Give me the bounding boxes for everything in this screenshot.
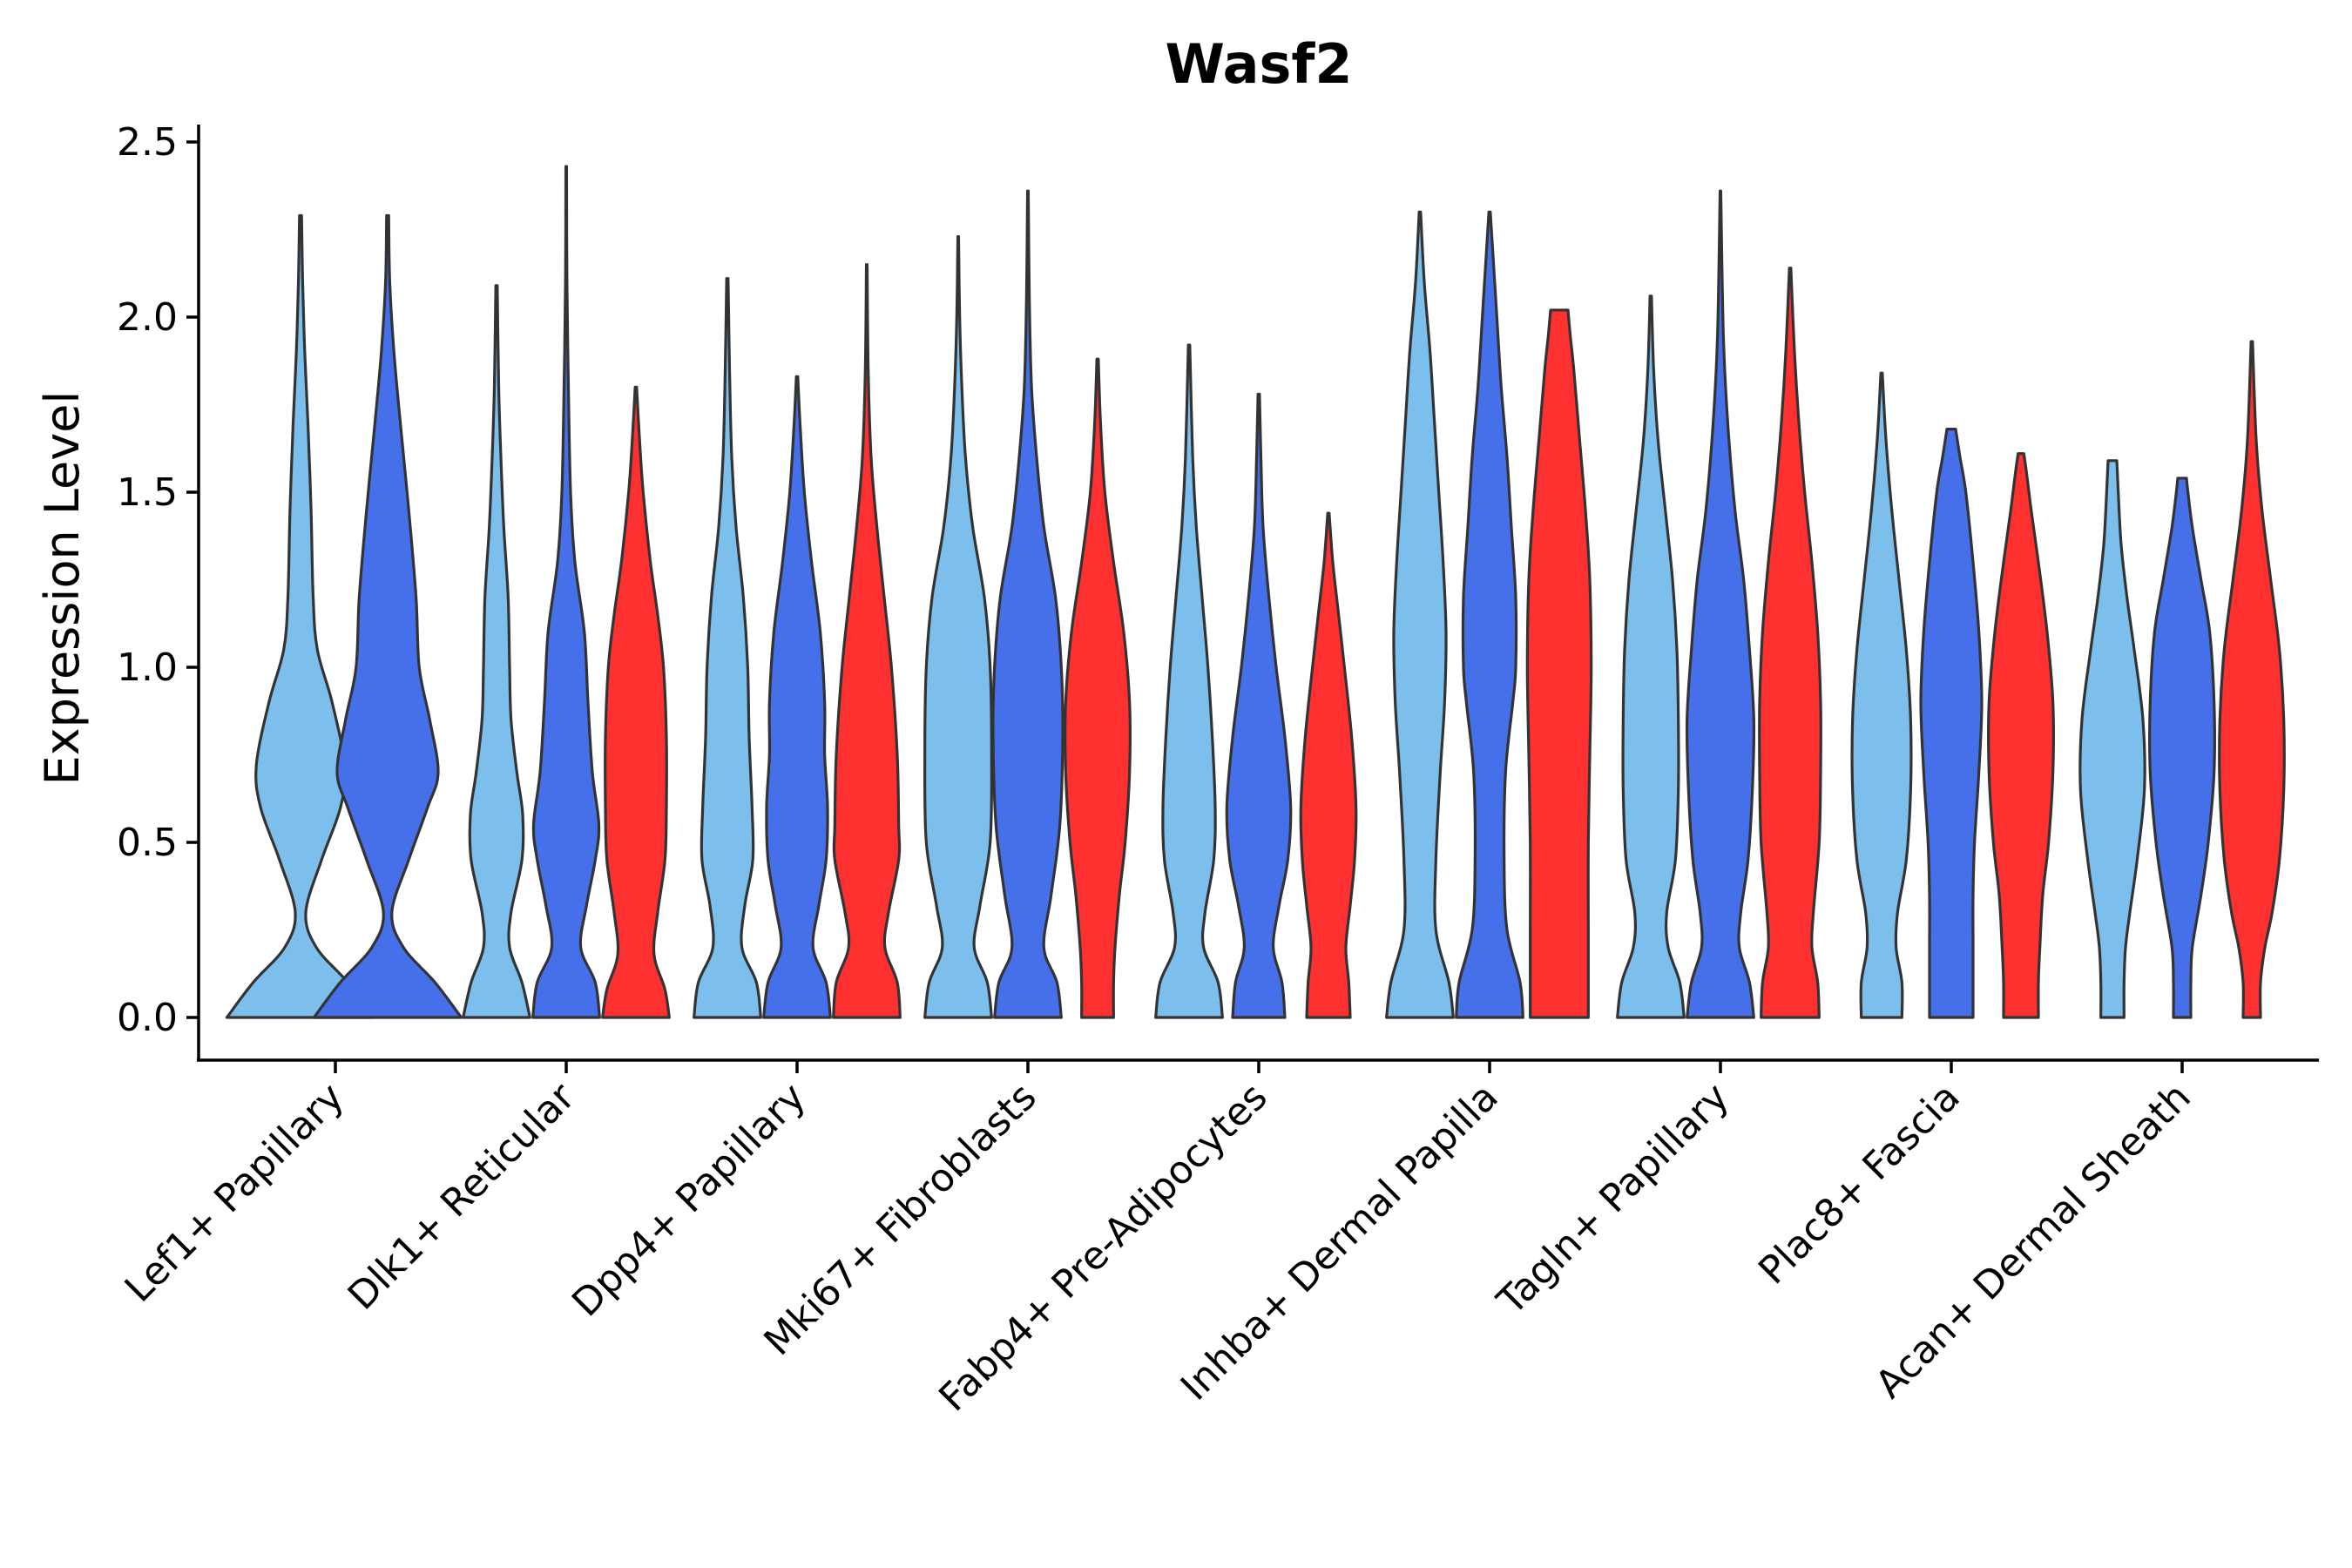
violin-group_b: [1225, 392, 1293, 1019]
violin-group_b: [312, 213, 463, 1019]
violin-group_a: [225, 213, 376, 1019]
violin-group_c: [832, 263, 902, 1019]
x-tick-label: Lef1+ Papillary: [117, 1075, 353, 1311]
violin-group_a: [923, 234, 993, 1019]
violin-group_c: [1525, 308, 1593, 1019]
violin-group_b: [2147, 476, 2217, 1019]
violin-group_c: [1758, 267, 1822, 1019]
chart-title: Wasf2: [1165, 32, 1352, 96]
violin-group_c: [601, 385, 671, 1019]
y-tick-label: 1.0: [117, 645, 178, 690]
violin-group_b: [1919, 428, 1984, 1019]
y-tick-label: 0.5: [117, 821, 178, 865]
violin-group_a: [2078, 459, 2146, 1019]
violin-group_b: [1455, 210, 1524, 1019]
violin-group_c: [1063, 357, 1132, 1019]
y-tick-label: 0.0: [117, 996, 178, 1040]
x-tick-label: Plac8+ Fascia: [1750, 1075, 1969, 1294]
y-tick-label: 2.5: [117, 120, 178, 165]
violin-group_c: [1986, 452, 2056, 1019]
violin-group_a: [693, 277, 762, 1019]
x-tick-label: Dpp4+ Papillary: [564, 1075, 814, 1326]
y-tick-label: 2.0: [117, 295, 178, 340]
violin-group_a: [1385, 210, 1455, 1019]
violin-group_a: [462, 284, 531, 1019]
violin-group_a: [1616, 294, 1686, 1019]
x-tick-label: Tagln+ Papillary: [1489, 1075, 1738, 1324]
y-ticks: 0.0 0.5 1.0 1.5 2.0 2.5: [117, 120, 199, 1040]
violin-group_a: [1850, 371, 1913, 1019]
violin-group_c: [1299, 511, 1358, 1019]
x-tick-label: Dlk1+ Reticular: [340, 1074, 585, 1319]
violin-group_c: [2218, 340, 2286, 1019]
violin-group_b: [991, 189, 1064, 1019]
y-tick-label: 1.5: [117, 470, 178, 515]
violin-group_a: [1154, 343, 1224, 1019]
violins-layer: [225, 165, 2286, 1019]
violin-group_b: [762, 375, 832, 1019]
violin-group_b: [1685, 189, 1756, 1019]
violin-group_b: [531, 165, 601, 1019]
y-axis-label: Expression Level: [35, 391, 90, 786]
